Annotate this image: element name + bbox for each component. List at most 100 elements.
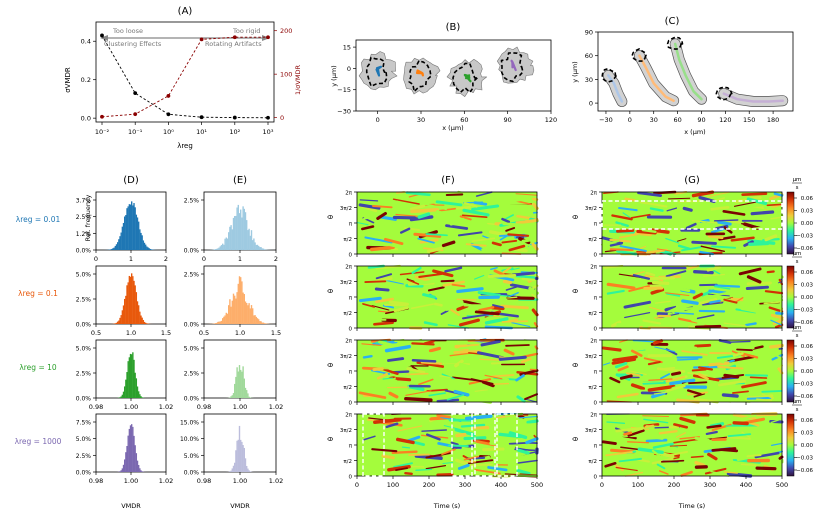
hist-bar (128, 357, 131, 398)
heatmap-streak (450, 308, 460, 316)
hist-bar (258, 319, 260, 324)
heatmap-streak (490, 267, 498, 270)
hist-bar (217, 248, 219, 250)
heatmap-streak (645, 438, 668, 443)
hist-bar (247, 230, 249, 250)
hist-bar (259, 321, 261, 324)
hist-bar (238, 365, 241, 398)
heatmap-streak (373, 321, 394, 326)
heatmap-streak (738, 267, 762, 276)
data-point (232, 115, 237, 120)
heatmap-streak (705, 356, 725, 364)
heatmap-streak (660, 459, 685, 463)
y-tick-label: 0 (594, 327, 598, 333)
heatmap-streak (617, 365, 629, 372)
heatmap-streak (376, 372, 388, 380)
y-tick-label: 3π/2 (340, 428, 352, 434)
hist-bar (120, 232, 122, 250)
hist-xlabel: VMDR (121, 502, 141, 510)
hist-bar (243, 208, 245, 250)
y-tick-label: π/2 (343, 237, 352, 243)
heatmap-streak (508, 244, 526, 252)
y-tick-label: 2.5% (76, 214, 92, 221)
cell-trajectory (607, 74, 624, 103)
heatmap-streak (681, 299, 699, 305)
heatmap-streak (516, 395, 526, 403)
y-tick-label: π (349, 296, 353, 302)
heatmap-streak (768, 461, 783, 465)
hist-bar (126, 285, 128, 324)
y-tick-label-right: 100 (280, 71, 292, 79)
heatmap-streak (611, 358, 637, 365)
hist-bar (253, 315, 255, 324)
hist-bar (248, 303, 250, 324)
panel-title-c: (C) (665, 16, 680, 27)
hist-bar (128, 275, 131, 324)
heatmap-streak (651, 433, 668, 439)
panel-c-frame (597, 31, 794, 112)
panel-title-b: (B) (446, 22, 461, 33)
heatmap-streak (666, 384, 686, 392)
heatmap-streak (387, 357, 405, 362)
heatmap-streak (693, 365, 720, 369)
hist-bar (243, 447, 245, 472)
y-tick-label: π/2 (588, 311, 597, 317)
heatmap-streak (408, 453, 430, 457)
heatmap-streak (424, 203, 447, 211)
hist-bar (265, 323, 267, 324)
heatmap-streak (615, 221, 629, 228)
hist-bar (138, 464, 140, 472)
heatmap-streak (642, 319, 661, 325)
heatmap-streak (692, 292, 704, 300)
heatmap-streak (436, 398, 460, 403)
heatmap-streak (681, 350, 708, 356)
hist-bar (238, 213, 241, 250)
heatmap-streak (371, 448, 398, 453)
heatmap-streak (637, 191, 663, 197)
heatmap-streak (601, 346, 622, 352)
x-tick-label: 60 (460, 116, 468, 124)
panel-c-ylabel: y (μm) (571, 61, 579, 82)
hist-bar (147, 247, 149, 250)
heatmap-streak (723, 322, 747, 327)
y-tick-label: 2π (345, 339, 352, 345)
heatmap-streak (642, 445, 655, 449)
heatmap-streak (668, 197, 691, 200)
data-point (166, 94, 171, 98)
heatmap-streak (439, 354, 460, 360)
hist-bar (235, 376, 237, 398)
heatmap-streak (387, 386, 410, 389)
hist-bar (240, 369, 242, 398)
hist-bar (143, 321, 146, 324)
hist-bar (242, 445, 244, 472)
hist-bar (244, 458, 247, 472)
panel-title-a: (A) (178, 6, 193, 17)
x-tick-label: 0.98 (197, 477, 211, 485)
heatmap-streak (630, 213, 651, 219)
hist-bar (243, 378, 245, 398)
heatmap-streak (604, 461, 617, 468)
hist-bar (118, 239, 120, 250)
heatmap-streak (677, 244, 691, 251)
heatmap-streak (606, 289, 625, 295)
hist-bar (237, 283, 239, 324)
heatmap-streak (706, 265, 722, 272)
hist-bar (236, 207, 238, 250)
heatmap-streak (489, 441, 516, 449)
heatmap-streak (428, 346, 441, 353)
cell-outline (403, 57, 441, 95)
heatmap-streak (358, 203, 381, 210)
hist-bar (231, 468, 233, 472)
x-tick-label: 60 (673, 116, 681, 124)
y-tick-label: 0 (589, 100, 593, 108)
y-tick-label: 2π (590, 191, 597, 197)
y-tick-label: 0 (594, 475, 598, 481)
hist-bar (133, 280, 135, 324)
y-tick-label: 2.5% (184, 198, 200, 205)
heatmap-streak (770, 216, 783, 220)
heatmap-streak (361, 343, 382, 346)
hist-bar (236, 292, 238, 324)
heatmap-streak (746, 454, 762, 458)
heatmap-streak (630, 383, 645, 391)
x-tick-label: 30 (417, 116, 425, 124)
